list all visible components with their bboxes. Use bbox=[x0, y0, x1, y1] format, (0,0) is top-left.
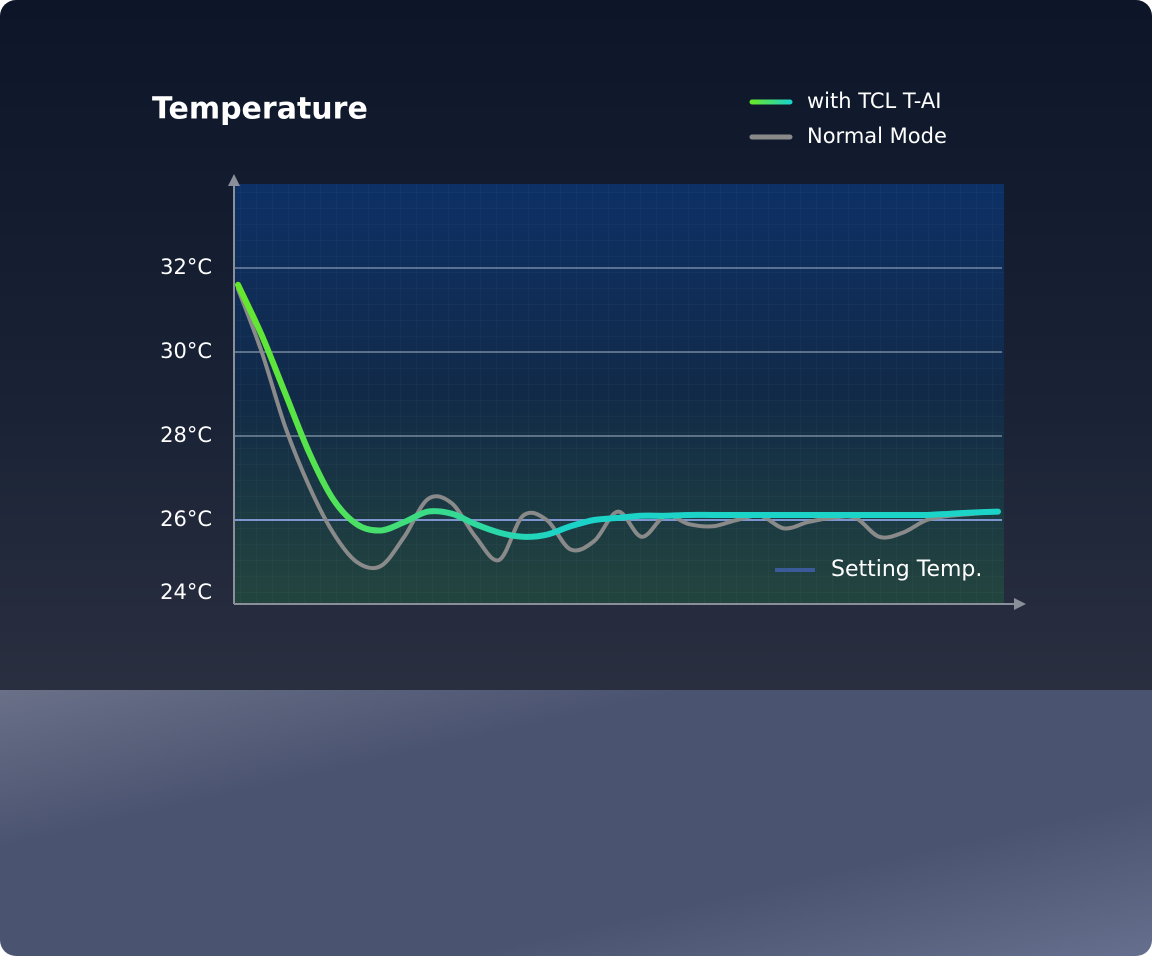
y-tick-label: 26°C bbox=[160, 507, 212, 531]
y-tick-label: 24°C bbox=[160, 580, 212, 604]
y-tick-label: 30°C bbox=[160, 339, 212, 363]
plot-texture bbox=[234, 184, 1004, 604]
y-tick-label: 32°C bbox=[160, 255, 212, 279]
setting-temp-label: Setting Temp. bbox=[831, 557, 982, 582]
y-tick-label: 28°C bbox=[160, 423, 212, 447]
legend-label: with TCL T-AI bbox=[807, 89, 941, 113]
chart-title: Temperature bbox=[152, 92, 368, 127]
legend-label: Normal Mode bbox=[807, 124, 947, 148]
